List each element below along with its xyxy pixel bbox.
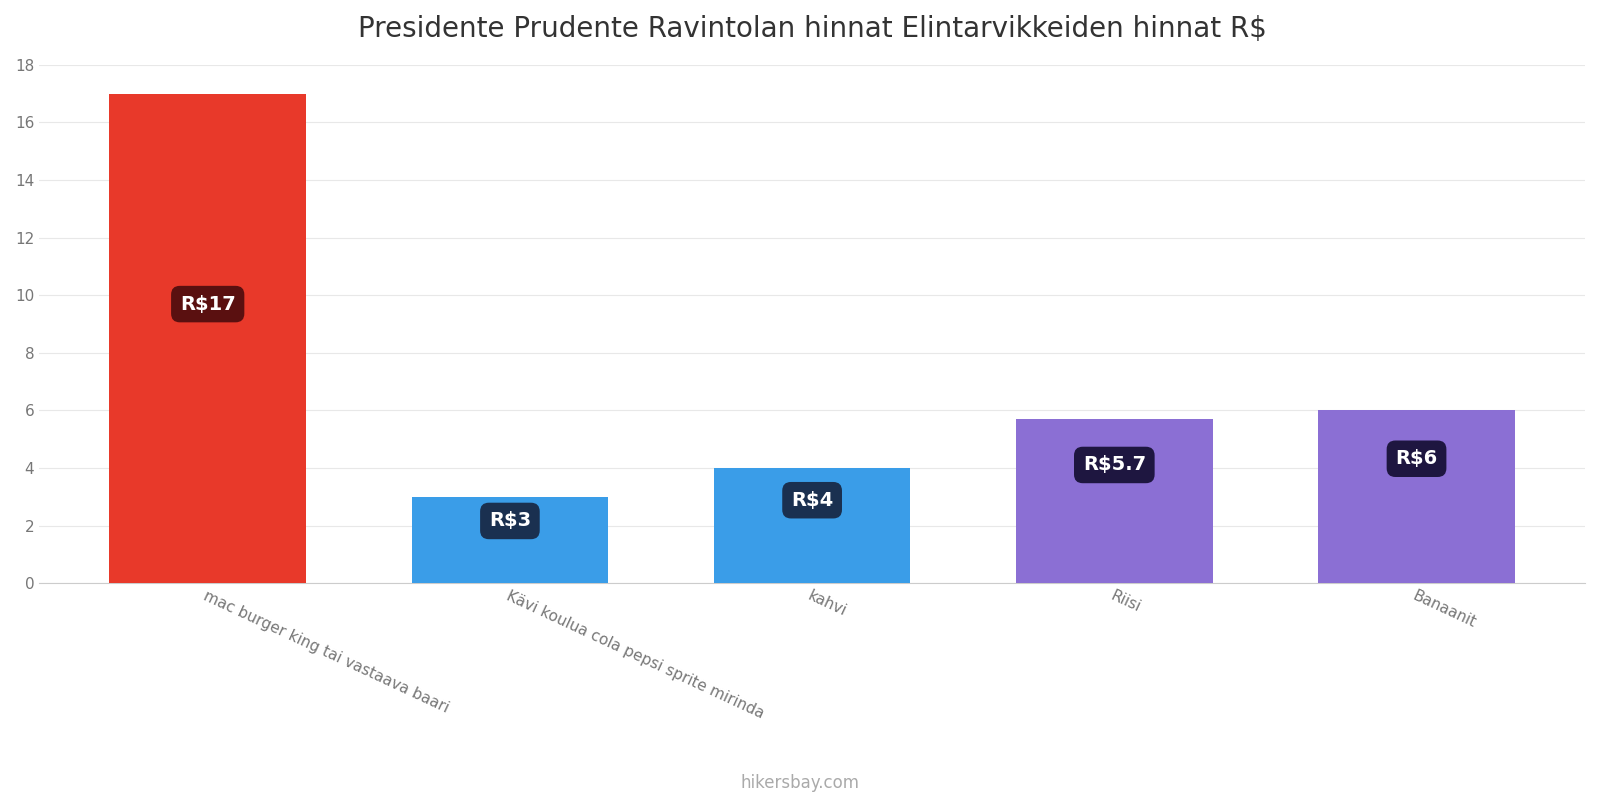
Bar <box>411 497 608 583</box>
Text: hikersbay.com: hikersbay.com <box>741 774 859 792</box>
Bar <box>714 468 910 583</box>
Text: R$5.7: R$5.7 <box>1083 455 1146 474</box>
Bar <box>1016 419 1213 583</box>
Bar <box>109 94 306 583</box>
Title: Presidente Prudente Ravintolan hinnat Elintarvikkeiden hinnat R$: Presidente Prudente Ravintolan hinnat El… <box>358 15 1267 43</box>
Text: R$6: R$6 <box>1395 450 1438 468</box>
Text: R$3: R$3 <box>490 511 531 530</box>
Bar <box>1318 410 1515 583</box>
Text: R$17: R$17 <box>179 294 235 314</box>
Text: R$4: R$4 <box>790 490 834 510</box>
